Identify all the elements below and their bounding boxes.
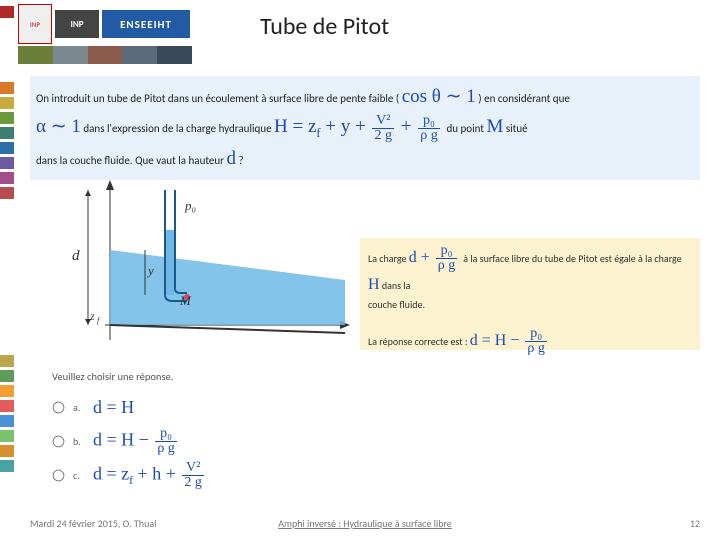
formula-result: d = H − p₀ρ g <box>470 332 549 349</box>
sidebar-bar <box>0 127 14 139</box>
sidebar-bar <box>0 157 14 169</box>
logo-strip: INP INP ENSEEIHT <box>18 4 190 44</box>
footer-left: Mardi 24 février 2015, O. Thual <box>30 517 156 530</box>
choice-c[interactable]: c. d = zf + h + V²2 g <box>52 458 206 492</box>
answer-choices: a. d = H b. d = H − p₀ρ g c. d = zf + h … <box>52 390 206 492</box>
formula-alpha: α ∼ 1 <box>36 116 81 137</box>
sidebar-bar <box>0 415 14 427</box>
formula-cos: cos θ ∼ 1 <box>402 86 476 107</box>
choice-b[interactable]: b. d = H − p₀ρ g <box>52 424 206 458</box>
sidebar-bar <box>0 385 14 397</box>
svg-text:M: M <box>179 293 192 308</box>
logo-toulouse: INP <box>18 4 52 44</box>
eq-a: d = H <box>93 397 134 418</box>
formula-charge: d + p₀ρ g <box>409 249 464 266</box>
svg-text:z: z <box>89 309 95 323</box>
formula-M: M <box>486 116 503 137</box>
sidebar-bar <box>0 142 14 154</box>
svg-text:d: d <box>72 248 80 264</box>
formula-d: d <box>227 148 237 169</box>
radio-a[interactable] <box>53 401 65 413</box>
page-number: 12 <box>690 517 700 530</box>
photo-banner <box>18 46 192 64</box>
sidebar-bar <box>0 445 14 457</box>
svg-text:p₀: p₀ <box>184 198 196 213</box>
choice-a[interactable]: a. d = H <box>52 390 206 424</box>
sidebar-bar <box>0 187 14 199</box>
sidebar-bar <box>0 460 14 472</box>
pitot-diagram: p₀ d y Mzf <box>50 180 350 350</box>
sidebar-bar <box>0 430 14 442</box>
eq-b: d = H − p₀ρ g <box>93 427 179 456</box>
eq-c: d = zf + h + V²2 g <box>93 461 206 490</box>
sidebar-bar <box>0 355 14 367</box>
logo-inp: INP <box>55 10 99 38</box>
formula-H2: H <box>368 276 380 293</box>
radio-b[interactable] <box>53 435 65 447</box>
sidebar-bar <box>0 400 14 412</box>
question-box: On introduit un tube de Pitot dans un éc… <box>30 76 700 180</box>
footer-center: Amphi inversé : Hydraulique à surface li… <box>278 517 452 530</box>
footer: Mardi 24 février 2015, O. Thual Amphi in… <box>30 517 700 530</box>
answer-feedback: La charge d + p₀ρ g à la surface libre d… <box>360 238 700 350</box>
page-title: Tube de Pitot <box>260 12 389 41</box>
sidebar-bar <box>0 172 14 184</box>
choose-label: Veuillez choisir une réponse. <box>52 370 173 383</box>
radio-c[interactable] <box>53 469 65 481</box>
logo-enseeiht: ENSEEIHT <box>102 10 190 38</box>
svg-text:y: y <box>146 263 154 278</box>
sidebar-bar <box>0 112 14 124</box>
svg-text:f: f <box>97 316 101 325</box>
formula-H: H = zf + y + V²2 g + p₀ρ g <box>274 116 446 137</box>
sidebar-bar <box>0 370 14 382</box>
sidebar-bar <box>0 97 14 109</box>
color-sidebar <box>0 0 14 540</box>
sidebar-bar <box>0 82 14 94</box>
sidebar-bar <box>0 6 14 18</box>
